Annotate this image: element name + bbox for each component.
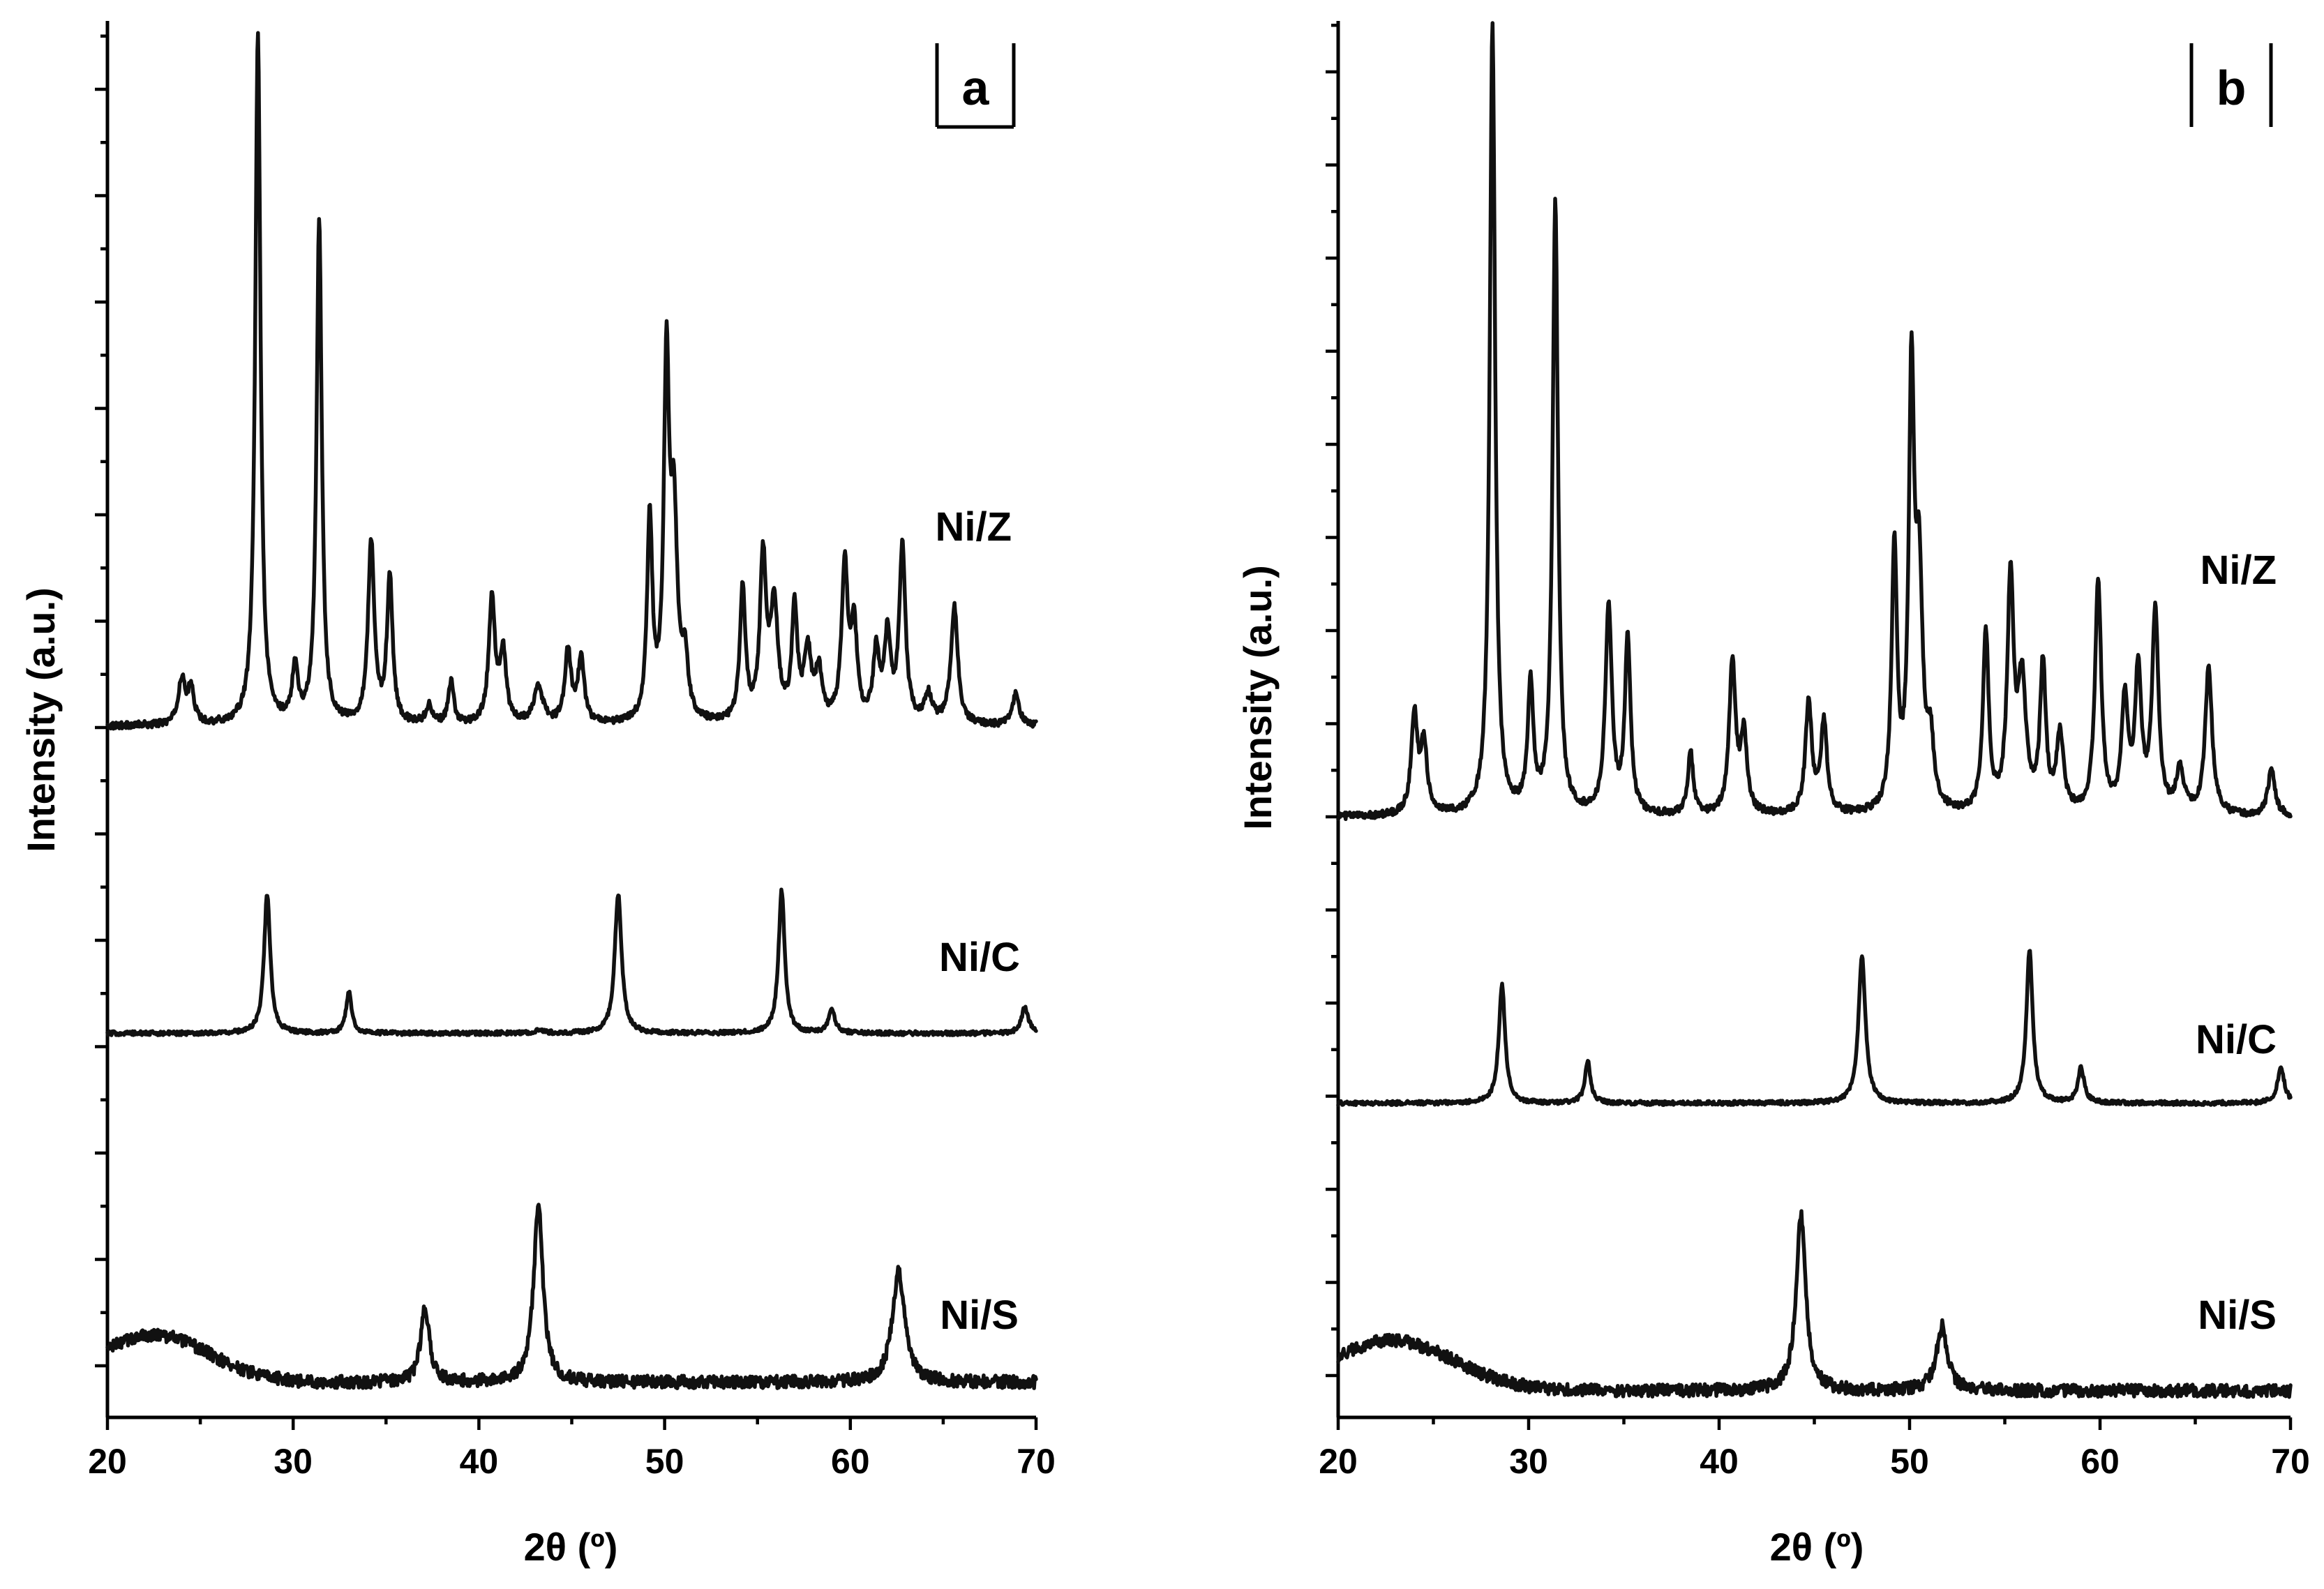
panel-b-letter-box: b: [2189, 43, 2273, 127]
panel-a-letter-box: a: [935, 43, 1016, 129]
panel-a-trace-ni-s: [105, 1203, 1038, 1390]
panel-b: 20 30 40 50 60 70 Intensity (a.u.) 2θ (º) Ni/…: [1236, 21, 2310, 1569]
panel-a-ylabel: Intensity (a.u.): [19, 587, 63, 852]
panel-b-trace-ni-z: [1336, 21, 2293, 822]
panel-b-label-ni-c: Ni/C: [2196, 1017, 2277, 1062]
x-tick-label-40: 40: [1700, 1442, 1739, 1481]
panel-a-trace-ni-c: [105, 887, 1038, 1037]
x-tick-label-20: 20: [1319, 1442, 1358, 1481]
panel-a-label-ni-c: Ni/C: [939, 935, 1020, 980]
panel-a-traces: [105, 31, 1038, 1390]
panel-b-label-ni-s: Ni/S: [2198, 1293, 2277, 1338]
panel-a-y-ticks: [95, 34, 107, 1368]
panel-b-traces: [1336, 21, 2293, 1399]
x-tick-label-70: 70: [1017, 1442, 1056, 1481]
x-tick-label-50: 50: [645, 1442, 684, 1481]
panel-b-xlabel: 2θ (º): [1770, 1525, 1864, 1569]
panel-a-letter: a: [962, 61, 990, 115]
panel-b-label-ni-z: Ni/Z: [2200, 548, 2277, 593]
x-tick-label-30: 30: [273, 1442, 313, 1481]
x-tick-label-70: 70: [2271, 1442, 2310, 1481]
x-tick-label-50: 50: [1890, 1442, 1929, 1481]
x-tick-label-30: 30: [1509, 1442, 1548, 1481]
panel-b-letter: b: [2217, 61, 2247, 115]
panel-b-trace-ni-c: [1336, 949, 2293, 1108]
panel-b-ylabel: Intensity (a.u.): [1236, 565, 1280, 830]
panel-a: 20 30 40 50 60 70 Intensity (a.u.) 2θ (º) Ni/…: [19, 21, 1056, 1569]
x-tick-label-60: 60: [2081, 1442, 2120, 1481]
panel-b-trace-ni-s: [1336, 1209, 2293, 1399]
panel-a-xlabel: 2θ (º): [524, 1525, 618, 1569]
panel-a-label-ni-s: Ni/S: [940, 1293, 1019, 1338]
x-tick-label-20: 20: [88, 1442, 127, 1481]
panel-a-trace-ni-z: [105, 31, 1038, 731]
x-tick-label-40: 40: [460, 1442, 499, 1481]
x-tick-label-60: 60: [831, 1442, 870, 1481]
panel-a-x-ticks: 20 30 40 50 60 70: [88, 1417, 1056, 1481]
panel-b-x-ticks: 20 30 40 50 60 70: [1319, 1417, 2310, 1481]
panel-b-y-ticks: [1326, 24, 1338, 1378]
panel-a-label-ni-z: Ni/Z: [935, 504, 1012, 550]
